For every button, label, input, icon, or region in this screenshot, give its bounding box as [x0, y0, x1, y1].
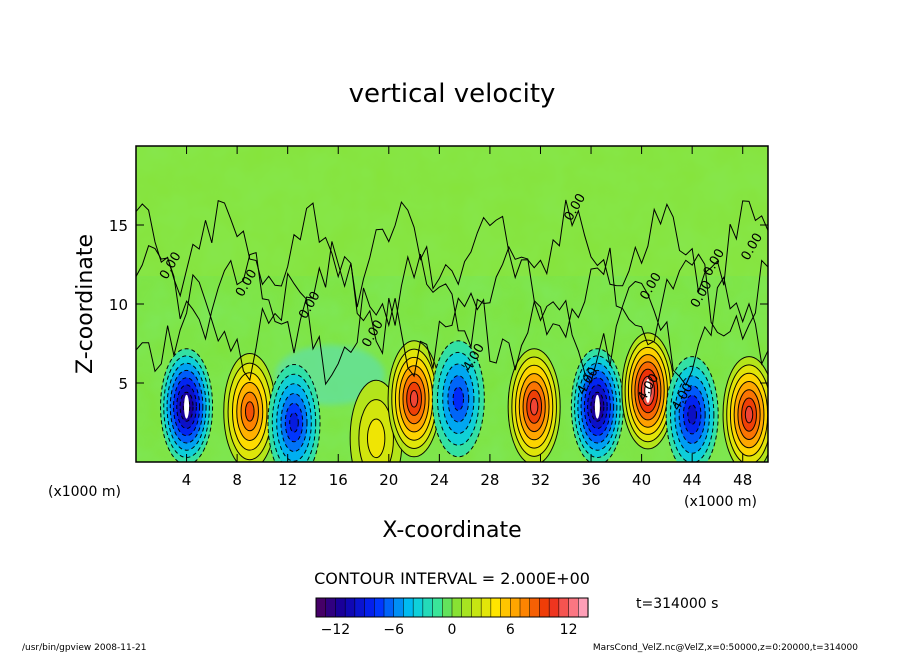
x-tick-label: 24 [430, 471, 449, 489]
cell-level [244, 401, 255, 422]
x-axis-ticks: 4 8 12 16 20 24 28 32 36 40 44 48 [182, 146, 752, 489]
cell-up-8 [621, 332, 675, 450]
x-tick-label: 12 [278, 471, 297, 489]
x-unit-right: (x1000 m) [684, 494, 757, 510]
x-axis-label: X-coordinate [382, 518, 521, 543]
x-tick-label: 4 [182, 471, 192, 489]
colorbar-tick-label: −12 [321, 622, 351, 638]
colorbar-tick-label: 6 [506, 622, 515, 638]
colorbar-bin [432, 597, 443, 618]
y-tick-label: 15 [109, 217, 128, 235]
x-tick-label: 20 [379, 471, 398, 489]
colorbar-bin [364, 597, 375, 618]
cell-core [594, 394, 600, 419]
plot-area: 0.000.000.000.000.004.004.00 4.00 4.000.00… [136, 146, 768, 462]
cell-level [744, 405, 754, 424]
cell-level [366, 418, 386, 459]
colorbar-bin [335, 597, 346, 618]
colorbar-bin [422, 597, 434, 618]
cell-level [452, 386, 465, 411]
y-tick-label: 5 [118, 375, 128, 393]
colorbar-bin [471, 597, 482, 618]
x-tick-label: 40 [632, 471, 651, 489]
colorbar-bin [412, 597, 424, 618]
colorbar-tick-label: 12 [560, 622, 578, 638]
cell-core [645, 378, 651, 403]
outer-contours [136, 199, 768, 386]
x-tick-label: 44 [683, 471, 702, 489]
colorbar-bin [578, 597, 589, 618]
y-axis-label: Z-coordinate [73, 234, 98, 374]
colorbar-bin [548, 597, 560, 618]
cell-level [529, 397, 539, 416]
zero-contour-line [136, 241, 768, 355]
colorbar-tick-label: 0 [448, 622, 457, 638]
colorbar-bin [315, 597, 327, 618]
colorbar-bin [325, 597, 336, 618]
colorbar-bin [393, 597, 404, 618]
x-unit-left: (x1000 m) [48, 484, 121, 500]
colorbar-frame [315, 597, 589, 618]
x-tick-label: 48 [733, 471, 752, 489]
convective-cells [160, 332, 768, 462]
cell-up-4 [387, 340, 441, 458]
cell-core [184, 394, 190, 419]
colorbar-bin [558, 597, 570, 618]
footer-left: /usr/bin/gpview 2008-11-21 [22, 643, 146, 653]
colorbar-bin [519, 597, 531, 618]
colorbar-bin [451, 597, 463, 618]
x-tick-label: 36 [581, 471, 600, 489]
y-tick-label: 10 [109, 296, 128, 314]
colorbar-bin [374, 597, 385, 618]
colorbar-bin [354, 597, 366, 618]
cell-down-5 [431, 340, 485, 458]
chart-title: vertical velocity [349, 79, 556, 109]
upper-band [136, 146, 768, 276]
cell-level [409, 390, 419, 408]
colorbar-bin [461, 597, 472, 618]
colorbar-bin [529, 597, 540, 618]
zero-contour-line [136, 272, 768, 386]
colorbar-bin [500, 597, 511, 618]
y-axis-ticks: 5 10 15 [109, 217, 768, 393]
x-tick-label: 16 [329, 471, 348, 489]
footer-right: MarsCond_VelZ.nc@VelZ,x=0:50000,z=0:2000… [593, 643, 858, 653]
colorbar [315, 597, 589, 618]
colorbar-bin [480, 597, 492, 618]
colorbar-bin [383, 597, 395, 618]
cell-down-2 [267, 364, 321, 462]
cell-down-0 [160, 348, 214, 462]
cell-up-1 [223, 352, 277, 462]
colorbar-bin [403, 597, 414, 618]
colorbar-ticks: −12 −6 0 6 12 [321, 622, 578, 638]
colorbar-bin [442, 597, 453, 618]
colorbar-bin [568, 597, 579, 618]
colorbar-bin [490, 597, 502, 618]
cell-up-10 [722, 356, 768, 462]
cell-level [289, 412, 299, 433]
colorbar-bin [539, 597, 550, 618]
x-tick-label: 8 [232, 471, 242, 489]
colorbar-bin [510, 597, 521, 618]
cell-level [687, 404, 697, 425]
time-label: t=314000 s [636, 596, 718, 612]
colorbar-tick-label: −6 [383, 622, 404, 638]
cell-up-6 [507, 348, 561, 462]
x-tick-label: 32 [531, 471, 550, 489]
x-tick-label: 28 [480, 471, 499, 489]
colorbar-bin [344, 597, 356, 618]
zero-contour-line [136, 199, 768, 308]
cell-down-9 [665, 356, 719, 462]
cell-down-7 [570, 348, 624, 462]
contour-interval-text: CONTOUR INTERVAL = 2.000E+00 [314, 569, 590, 588]
